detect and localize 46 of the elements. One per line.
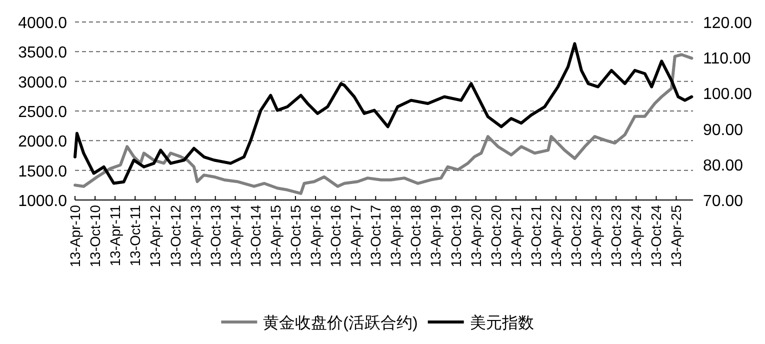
y2-tick-label: 80.00 (703, 157, 744, 174)
x-tick-label: 13-Oct-12 (167, 204, 184, 268)
x-tick-label: 13-Oct-10 (87, 204, 104, 268)
x-tick-label: 13-Apr-15 (267, 204, 284, 268)
x-tick-label: 13-Apr-20 (468, 204, 484, 268)
y2-tick-label: 120.00 (703, 15, 752, 32)
y2-tick-label: 100.00 (703, 86, 752, 104)
legend-label: 黄金收盘价(活跃合约) (263, 314, 418, 332)
x-tick-label: 13-Apr-24 (628, 204, 644, 268)
x-tick-label: 13-Apr-19 (428, 204, 444, 268)
x-tick-label: 13-Apr-14 (227, 204, 244, 268)
x-tick-label: 13-Oct-17 (368, 204, 384, 268)
x-tick-label: 13-Apr-25 (668, 204, 684, 268)
x-tick-label: 13-Apr-17 (348, 204, 364, 268)
x-tick-label: 13-Apr-10 (67, 204, 83, 268)
x-tick-label: 13-Apr-16 (308, 204, 324, 268)
x-tick-label: 13-Apr-23 (588, 204, 604, 268)
x-tick-label: 13-Apr-12 (147, 204, 164, 268)
y2-tick-label: 70.00 (703, 193, 744, 210)
x-tick-label: 13-Oct-15 (287, 204, 304, 268)
y-tick-label: 4000.0 (18, 15, 68, 32)
legend-label: 美元指数 (470, 314, 534, 332)
y-tick-label: 2500.0 (18, 104, 68, 121)
x-tick-label: 13-Apr-13 (187, 204, 204, 268)
x-tick-label: 13-Oct-24 (648, 204, 664, 268)
x-tick-label: 13-Apr-21 (508, 204, 524, 268)
x-tick-label: 13-Oct-16 (328, 204, 344, 268)
y2-tick-label: 90.00 (703, 122, 744, 139)
x-tick-label: 13-Oct-14 (247, 204, 264, 268)
x-tick-label: 13-Oct-21 (528, 204, 544, 268)
y-tick-label: 3500.0 (18, 44, 68, 62)
x-tick-label: 13-Oct-23 (608, 204, 624, 268)
x-tick-label: 13-Apr-22 (548, 204, 564, 268)
x-tick-label: 13-Apr-11 (107, 204, 124, 266)
x-tick-label: 13-Oct-19 (448, 204, 464, 268)
y-tick-label: 2000.0 (18, 134, 68, 151)
x-tick-label: 13-Oct-22 (568, 204, 584, 268)
y-tick-label: 1500.0 (18, 163, 68, 180)
y-tick-label: 3000.0 (18, 74, 68, 92)
x-tick-label: 13-Oct-18 (408, 204, 424, 268)
y2-tick-label: 110.00 (703, 50, 751, 68)
x-tick-label: 13-Apr-18 (388, 204, 404, 268)
x-tick-label: 13-Oct-11 (127, 204, 144, 266)
x-tick-label: 13-Oct-13 (207, 204, 224, 268)
y-tick-label: 1000.0 (18, 193, 68, 210)
x-tick-label: 13-Oct-20 (488, 204, 504, 268)
